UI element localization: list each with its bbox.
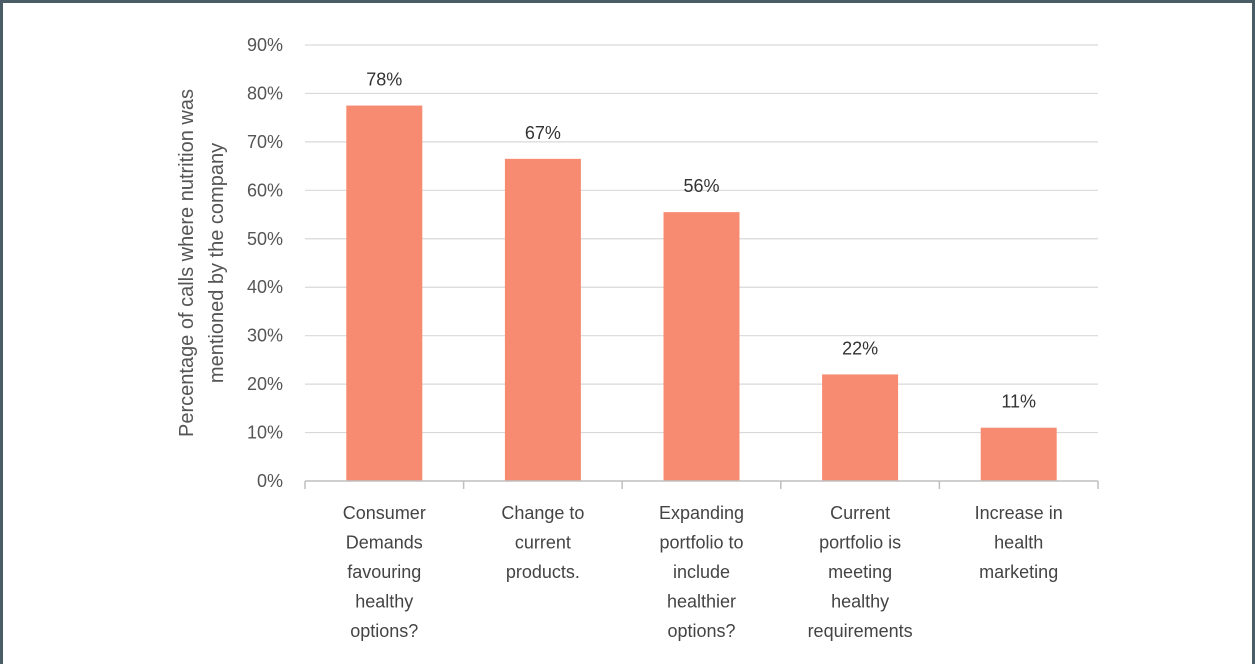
x-category-line: healthier [667, 592, 736, 612]
data-label: 78% [366, 70, 402, 90]
x-category-label: Current portfolio is meeting healthy require… [808, 503, 913, 641]
x-category-line: healthy [355, 592, 413, 612]
x-axis [304, 480, 1099, 489]
y-axis-title: Percentage of calls where nutrition was m… [176, 89, 228, 437]
y-tick-label: 80% [247, 83, 283, 103]
data-label: 22% [842, 338, 878, 358]
data-label: 56% [683, 176, 719, 196]
x-category-label: Change to current products. [501, 503, 584, 582]
y-tick-label: 0% [257, 471, 283, 491]
x-category-label: Increase in health marketing [975, 503, 1063, 582]
x-category-line: meeting [828, 562, 892, 582]
x-category-line: options? [667, 621, 735, 641]
x-category-line: Consumer [343, 503, 426, 523]
x-category-line: health [994, 533, 1043, 553]
bar [822, 374, 899, 481]
x-category-line: requirements [808, 621, 913, 641]
y-tick-label: 10% [247, 423, 283, 443]
x-category-line: Change to [501, 503, 584, 523]
y-axis-title-line: mentioned by the company [206, 143, 228, 383]
x-category-line: Current [830, 503, 890, 523]
data-label: 11% [1001, 392, 1036, 412]
y-tick-label: 40% [247, 277, 283, 297]
bar [980, 427, 1057, 481]
y-tick-label: 30% [247, 326, 283, 346]
x-category-line: options? [350, 621, 418, 641]
x-category-label: Expanding portfolio to include healthier opt… [659, 503, 744, 641]
y-tick-label: 70% [247, 132, 283, 152]
data-label: 67% [525, 123, 561, 143]
x-category-line: marketing [979, 562, 1058, 582]
data-labels: 78% 67% 56% 22% 11% [366, 70, 1036, 412]
bar [663, 212, 740, 481]
y-tick-label: 60% [247, 180, 283, 200]
y-axis-ticks: 0% 10% 20% 30% 40% 50% 60% 70% 80% 90% [247, 35, 283, 491]
y-axis-title-line: Percentage of calls where nutrition was [176, 89, 198, 437]
x-category-line: Expanding [659, 503, 744, 523]
x-category-line: healthy [831, 592, 889, 612]
x-category-line: favouring [347, 562, 421, 582]
x-axis-categories: Consumer Demands favouring healthy options?C… [343, 503, 1063, 641]
x-category-line: products. [506, 562, 580, 582]
y-tick-label: 50% [247, 229, 283, 249]
x-category-line: portfolio to [659, 533, 743, 553]
bar [346, 105, 423, 482]
y-tick-label: 90% [247, 35, 283, 55]
bars [346, 105, 1057, 482]
x-category-line: include [673, 562, 730, 582]
x-category-line: current [515, 533, 571, 553]
x-category-label: Consumer Demands favouring healthy options? [343, 503, 426, 641]
x-category-line: Increase in [975, 503, 1063, 523]
y-axis-label: Percentage of calls where nutrition was m… [176, 89, 228, 437]
bar [504, 158, 581, 481]
y-tick-label: 20% [247, 374, 283, 394]
x-category-line: Demands [346, 533, 423, 553]
x-category-line: portfolio is [819, 533, 901, 553]
